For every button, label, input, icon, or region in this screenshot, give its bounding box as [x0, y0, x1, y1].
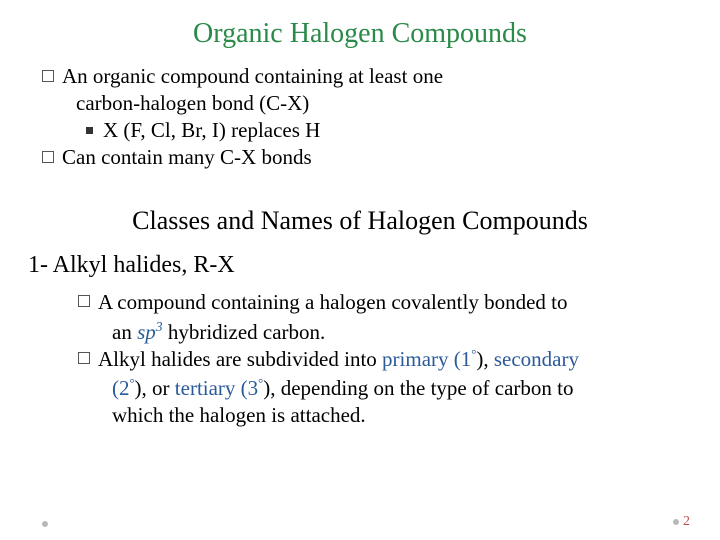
- list-item: X (F, Cl, Br, I) replaces H: [86, 118, 692, 143]
- bullet-text-continuation: carbon-halogen bond (C-X): [76, 91, 692, 116]
- bullet-text: Alkyl halides are subdivided into primar…: [98, 346, 579, 373]
- section-subtitle: Classes and Names of Halogen Compounds: [28, 206, 692, 236]
- bullet-text: X (F, Cl, Br, I) replaces H: [103, 118, 320, 143]
- bullet-text-continuation: an sp3 hybridized carbon.: [112, 318, 692, 346]
- term-tertiary: tertiary (3°: [175, 376, 263, 400]
- list-item: An organic compound containing at least …: [42, 64, 692, 89]
- hollow-square-icon: [42, 70, 54, 82]
- list-item: Alkyl halides are subdivided into primar…: [78, 346, 692, 373]
- term-primary: primary (1°: [382, 347, 476, 371]
- term-secondary-paren: (2°: [112, 376, 135, 400]
- hollow-square-icon: [78, 352, 90, 364]
- hollow-square-icon: [42, 151, 54, 163]
- decorative-dot-icon: [42, 521, 48, 527]
- bullet-text-continuation: (2°), or tertiary (3°), depending on the…: [112, 375, 692, 402]
- filled-square-icon: [86, 127, 93, 134]
- page-title: Organic Halogen Compounds: [28, 18, 692, 50]
- bullet-text: An organic compound containing at least …: [62, 64, 443, 89]
- decorative-dot-icon: [673, 519, 679, 525]
- term-sp3: sp3: [137, 320, 163, 344]
- section-heading: 1- Alkyl halides, R-X: [28, 252, 692, 279]
- bullet-text: Can contain many C-X bonds: [62, 145, 312, 170]
- bullet-text: A compound containing a halogen covalent…: [98, 289, 567, 316]
- hollow-square-icon: [78, 295, 90, 307]
- page-footer: 2: [673, 514, 690, 530]
- list-item: A compound containing a halogen covalent…: [78, 289, 692, 316]
- page-number: 2: [683, 514, 690, 530]
- term-secondary: secondary: [494, 347, 579, 371]
- list-item: Can contain many C-X bonds: [42, 145, 692, 170]
- bullet-text-continuation: which the halogen is attached.: [112, 402, 692, 429]
